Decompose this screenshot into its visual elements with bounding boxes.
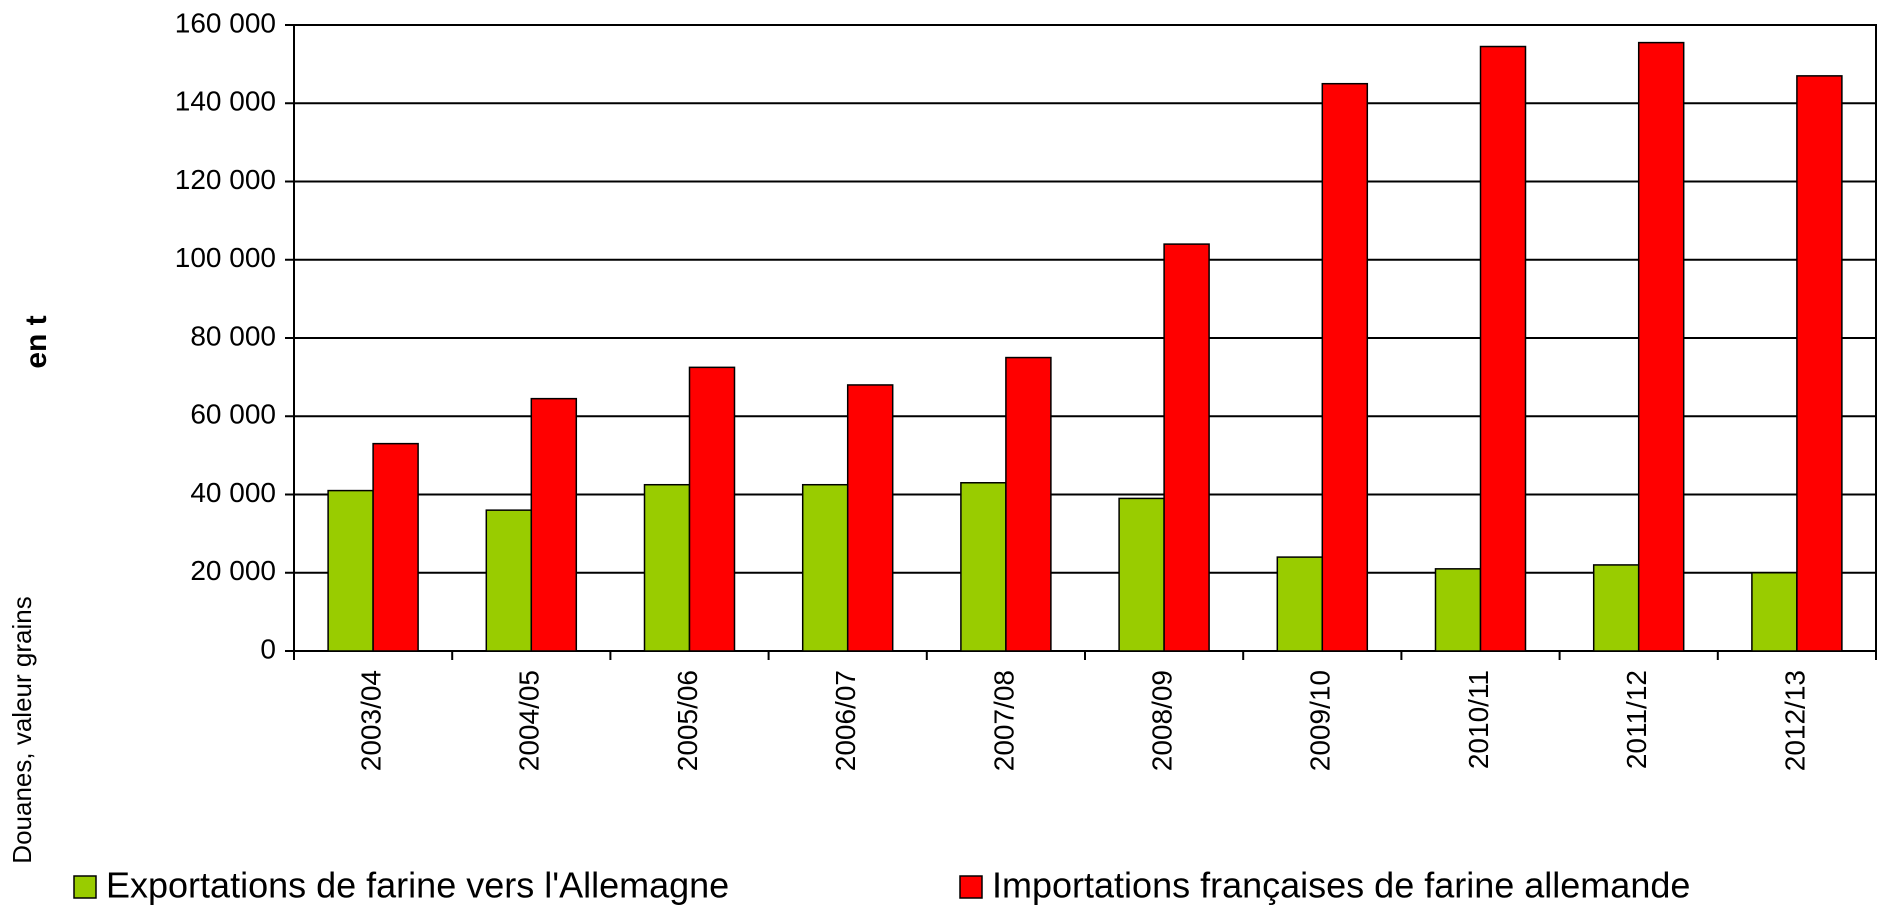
y-tick-label: 120 000 bbox=[175, 164, 276, 195]
bar bbox=[1321, 82, 1369, 652]
x-tick-label: 2009/10 bbox=[1305, 670, 1336, 771]
bar bbox=[1434, 568, 1482, 652]
bar bbox=[1637, 41, 1685, 652]
bar bbox=[372, 442, 419, 652]
bar bbox=[1796, 75, 1843, 652]
bar bbox=[688, 366, 736, 652]
bar bbox=[846, 384, 894, 652]
bar bbox=[1751, 572, 1798, 652]
y-tick-label: 100 000 bbox=[175, 242, 276, 273]
bar bbox=[1592, 564, 1640, 652]
bar bbox=[1276, 556, 1324, 652]
y-tick-label: 20 000 bbox=[190, 555, 276, 586]
x-tick-label: 2007/08 bbox=[988, 670, 1019, 771]
bar bbox=[530, 397, 578, 652]
bar bbox=[1479, 45, 1527, 652]
x-tick-label: 2008/09 bbox=[1146, 670, 1177, 771]
x-tick-label: 2012/13 bbox=[1779, 670, 1810, 771]
y-tick-label: 0 bbox=[260, 633, 276, 664]
bar bbox=[1118, 497, 1165, 652]
x-tick-label: 2006/07 bbox=[830, 670, 861, 771]
y-tick-label: 80 000 bbox=[190, 320, 276, 351]
x-tick-label: 2003/04 bbox=[355, 670, 386, 771]
legend-swatch bbox=[73, 875, 97, 899]
x-tick-label: 2005/06 bbox=[672, 670, 703, 771]
legend-swatch bbox=[959, 875, 983, 899]
bar bbox=[1005, 356, 1052, 652]
bar bbox=[801, 483, 849, 652]
source-note: Douanes, valeur grains bbox=[7, 596, 37, 863]
bar bbox=[327, 489, 374, 652]
y-tick-label: 60 000 bbox=[190, 399, 276, 430]
y-tick-label: 40 000 bbox=[190, 477, 276, 508]
bar bbox=[485, 509, 533, 652]
bar bbox=[1163, 243, 1210, 652]
legend-label: Exportations de farine vers l'Allemagne bbox=[106, 865, 729, 906]
y-axis-label: en t bbox=[20, 315, 53, 368]
x-tick-label: 2011/12 bbox=[1621, 670, 1652, 769]
y-tick-label: 140 000 bbox=[175, 86, 276, 117]
x-tick-label: 2010/11 bbox=[1463, 670, 1494, 769]
bar bbox=[960, 482, 1007, 652]
bar bbox=[643, 483, 691, 652]
legend-label: Importations françaises de farine allema… bbox=[992, 865, 1690, 906]
x-tick-label: 2004/05 bbox=[514, 670, 545, 771]
y-tick-label: 160 000 bbox=[175, 7, 276, 38]
